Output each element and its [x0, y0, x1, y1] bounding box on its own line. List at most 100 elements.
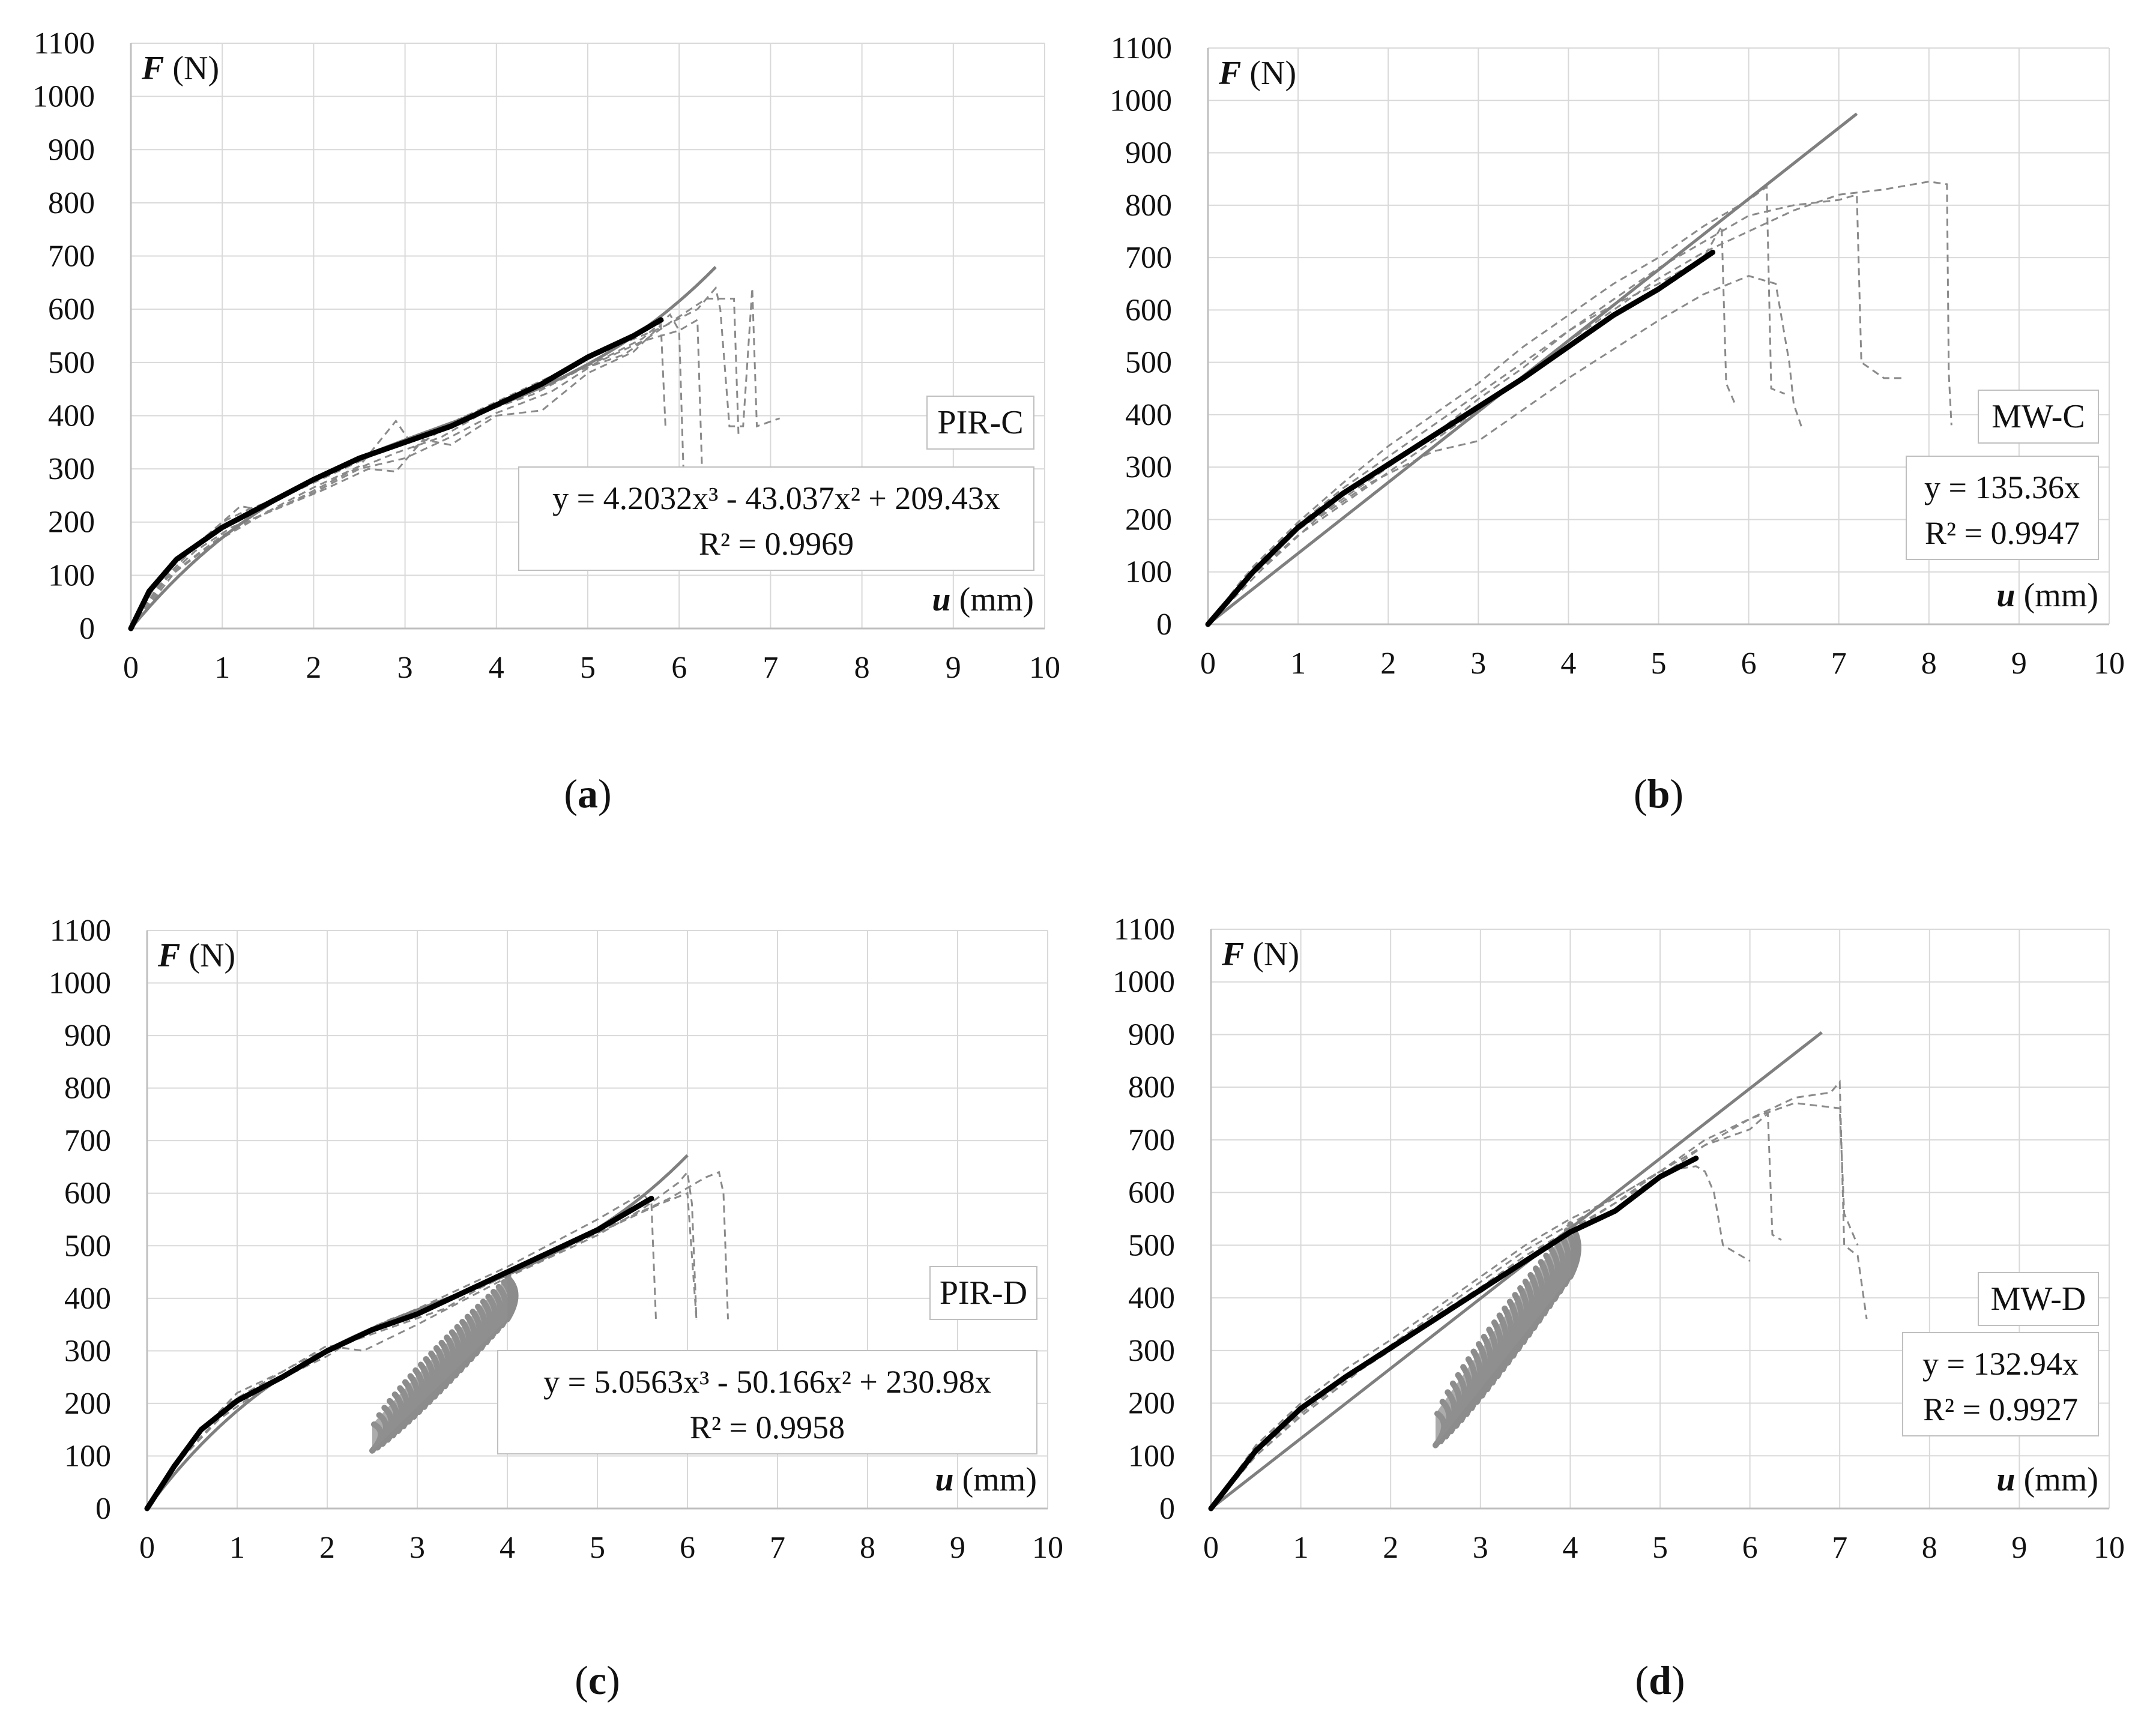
y-tick-label: 100 — [1128, 1439, 1175, 1473]
y-tick-label: 800 — [1125, 188, 1172, 223]
x-tick-label: 1 — [1293, 1531, 1309, 1565]
x-tick-label: 9 — [946, 651, 961, 685]
y-tick-label: 700 — [1125, 241, 1172, 275]
y-tick-label: 1100 — [34, 26, 95, 61]
x-tick-label: 4 — [489, 651, 504, 685]
panel-caption-close: ) — [1671, 1657, 1685, 1703]
x-axis-unit: (mm) — [962, 1461, 1037, 1498]
x-tick-label: 4 — [1562, 1531, 1578, 1565]
chart-b: 0 1 2 3 4 5 6 7 8 9 100100200300400500600700800900… — [1110, 31, 2125, 816]
series-label-box — [926, 396, 1034, 450]
x-tick-label: 10 — [2094, 646, 2125, 681]
y-tick-label: 500 — [1125, 346, 1172, 380]
panel-caption-close: ) — [598, 771, 612, 816]
y-tick-label: 900 — [64, 1019, 111, 1053]
panel-caption-letter: a — [578, 771, 598, 816]
chart-d: 0 1 2 3 4 5 6 7 8 9 100100200300400500600700800900… — [1113, 912, 2125, 1703]
y-tick-label: 400 — [1128, 1281, 1175, 1315]
panel-caption-open: ( — [1635, 1657, 1649, 1703]
y-axis-label: F (N) — [157, 937, 235, 974]
x-tick-label: 2 — [1383, 1531, 1398, 1565]
y-axis-variable: F — [157, 937, 180, 974]
specimen-curve — [130, 313, 685, 629]
x-tick-label: 0 — [1203, 1531, 1219, 1565]
y-tick-label: 900 — [1125, 136, 1172, 170]
y-tick-label: 300 — [64, 1334, 111, 1368]
x-axis-variable: u — [935, 1461, 953, 1498]
mean-curve — [128, 317, 664, 631]
panel-caption: (d) — [1635, 1657, 1685, 1703]
x-tick-label: 5 — [1651, 646, 1667, 681]
y-tick-label: 1000 — [1113, 965, 1175, 999]
x-tick-label: 3 — [1470, 646, 1486, 681]
trend-equation: y = 135.36x — [1924, 469, 2080, 505]
panel-caption-open: ( — [564, 771, 578, 816]
cyclic-band — [1436, 1224, 1571, 1445]
series-label: MW-C — [1991, 398, 2085, 435]
mean-curve — [144, 1195, 654, 1512]
mean-curve — [1205, 249, 1716, 627]
x-tick-label: 10 — [1029, 651, 1060, 685]
x-tick-label: 8 — [1922, 1531, 1937, 1565]
trend-equation-box — [1906, 456, 2099, 560]
panel-caption-open: ( — [1634, 771, 1647, 816]
y-tick-label: 600 — [1128, 1176, 1175, 1210]
y-axis-label: F (N) — [1218, 55, 1296, 92]
y-tick-label: 700 — [1128, 1123, 1175, 1157]
specimen-curve — [1207, 223, 1736, 625]
x-tick-label: 2 — [319, 1531, 335, 1565]
panel-caption: (c) — [575, 1657, 620, 1703]
specimen-curve — [146, 1171, 729, 1509]
y-tick-label: 100 — [48, 558, 95, 592]
x-tick-label: 5 — [580, 651, 596, 685]
trend-r-squared: R² = 0.9958 — [690, 1409, 845, 1445]
series-label: PIR-D — [940, 1274, 1027, 1312]
x-tick-label: 1 — [214, 651, 230, 685]
panel-caption-letter: c — [588, 1657, 606, 1703]
trend-r-squared: R² = 0.9947 — [1925, 515, 2080, 551]
mean-curve — [1208, 1156, 1699, 1512]
specimen-curve — [1207, 275, 1804, 625]
trend-line — [130, 266, 717, 630]
x-tick-label: 1 — [1290, 646, 1306, 681]
y-tick-label: 500 — [48, 346, 95, 380]
x-tick-label: 8 — [860, 1531, 875, 1565]
x-tick-label: 10 — [2094, 1531, 2125, 1565]
y-tick-label: 600 — [48, 292, 95, 327]
trend-r-squared: R² = 0.9969 — [699, 526, 854, 562]
x-tick-label: 0 — [123, 651, 139, 685]
y-tick-label: 0 — [1156, 607, 1172, 642]
specimen-curve — [1207, 185, 1786, 625]
panel-caption-letter: d — [1649, 1657, 1671, 1703]
trend-r-squared: R² = 0.9927 — [1923, 1391, 2078, 1427]
series-label-box — [929, 1266, 1037, 1320]
specimen-curve — [1207, 181, 1952, 625]
y-tick-label: 200 — [48, 505, 95, 540]
y-tick-label: 800 — [48, 186, 95, 220]
panel-caption: (a) — [564, 771, 611, 816]
x-tick-label: 10 — [1032, 1531, 1063, 1565]
x-tick-label: 8 — [854, 651, 870, 685]
x-axis-variable: u — [1996, 577, 2015, 614]
panel-caption-open: ( — [575, 1657, 588, 1703]
panel-caption-close: ) — [1670, 771, 1683, 816]
x-axis-unit: (mm) — [2024, 577, 2098, 614]
cyclic-loop — [504, 1274, 519, 1322]
y-tick-label: 400 — [1125, 398, 1172, 432]
x-tick-label: 4 — [500, 1531, 515, 1565]
x-tick-label: 6 — [680, 1531, 695, 1565]
y-tick-label: 0 — [95, 1492, 111, 1526]
x-tick-label: 6 — [671, 651, 687, 685]
x-axis-variable: u — [1996, 1461, 2015, 1498]
y-axis-label: F (N) — [1221, 936, 1299, 973]
trend-equation: y = 5.0563x³ - 50.166x² + 230.98x — [543, 1364, 991, 1400]
y-axis-unit: (N) — [172, 50, 219, 87]
specimen-curve — [146, 1170, 698, 1509]
x-tick-label: 2 — [1380, 646, 1396, 681]
x-tick-label: 7 — [770, 1531, 785, 1565]
x-tick-label: 1 — [229, 1531, 245, 1565]
x-axis-unit: (mm) — [2024, 1461, 2098, 1498]
x-tick-label: 7 — [1832, 1531, 1847, 1565]
specimen-curve — [130, 297, 740, 629]
